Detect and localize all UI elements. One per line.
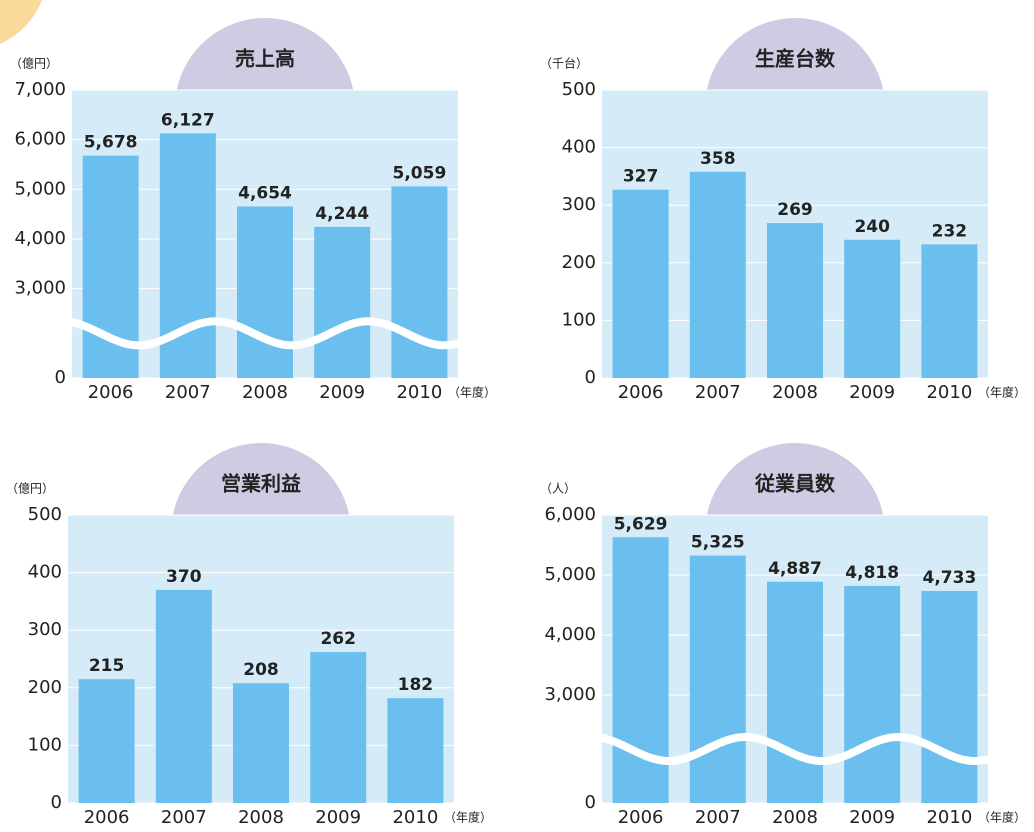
y-tick-label: 3,000 (14, 278, 66, 299)
bar (155, 589, 212, 803)
axis-break (65, 317, 464, 350)
x-tick-label: 2007 (695, 382, 741, 403)
bar (844, 239, 901, 378)
bar (78, 679, 135, 803)
x-tick-label: 2008 (772, 382, 818, 403)
y-tick-label: 3,000 (544, 684, 596, 705)
y-tick-label: 5,000 (14, 178, 66, 199)
value-label: 5,059 (393, 163, 447, 183)
y-tick-label: 4,000 (14, 228, 66, 249)
x-tick-label: 2007 (165, 382, 211, 403)
bar (921, 244, 978, 378)
x-tick-label: 2009 (315, 807, 361, 828)
chart-title: 生産台数 (755, 47, 836, 71)
bar (391, 186, 448, 378)
y-unit: （人） (540, 482, 576, 496)
value-label: 240 (854, 217, 890, 237)
y-tick-label: 0 (55, 367, 66, 388)
x-tick-label: 2010 (396, 382, 442, 403)
x-tick-label: 2006 (618, 382, 664, 403)
y-unit: （億円） (10, 57, 58, 71)
y-unit: （千台） (540, 56, 588, 71)
value-label: 4,733 (923, 568, 977, 588)
chart-title: 従業員数 (754, 472, 836, 496)
y-tick-label: 6,000 (544, 504, 596, 525)
bar (314, 226, 371, 378)
bar (767, 223, 823, 378)
bar (844, 585, 901, 803)
x-unit: （年度） (978, 810, 1026, 825)
y-tick-label: 6,000 (14, 129, 66, 150)
bar (237, 206, 293, 378)
value-label: 4,244 (315, 204, 369, 224)
x-unit: （年度） (448, 385, 496, 400)
value-label: 269 (777, 200, 813, 220)
value-label: 370 (166, 567, 202, 587)
y-tick-label: 300 (28, 619, 62, 640)
chart-title: 売上高 (235, 47, 295, 71)
y-tick-label: 100 (562, 309, 596, 330)
bar (310, 652, 367, 803)
value-label: 208 (243, 660, 279, 680)
bar (689, 555, 746, 803)
y-tick-label: 200 (562, 252, 596, 273)
x-tick-label: 2010 (926, 382, 972, 403)
y-tick-label: 0 (51, 792, 62, 813)
bar (767, 581, 823, 803)
value-label: 358 (700, 149, 736, 169)
x-tick-label: 2006 (88, 382, 134, 403)
y-unit: （億円） (6, 482, 54, 496)
bar (689, 171, 746, 378)
value-label: 6,127 (161, 110, 215, 130)
y-tick-label: 0 (585, 792, 596, 813)
value-label: 327 (623, 167, 659, 187)
x-tick-label: 2006 (84, 807, 130, 828)
y-tick-label: 100 (28, 734, 62, 755)
x-unit: （年度） (978, 385, 1026, 400)
bar (921, 591, 978, 803)
x-unit: （年度） (444, 810, 492, 825)
axis-break (595, 732, 994, 766)
value-label: 215 (89, 656, 125, 676)
value-label: 5,678 (84, 133, 138, 153)
x-tick-label: 2007 (695, 807, 741, 828)
bar (387, 698, 444, 803)
y-tick-label: 200 (28, 677, 62, 698)
value-label: 262 (320, 629, 356, 649)
value-label: 5,629 (614, 514, 668, 534)
value-label: 182 (398, 675, 434, 695)
value-label: 232 (932, 221, 968, 241)
y-tick-label: 300 (562, 194, 596, 215)
x-tick-label: 2008 (242, 382, 288, 403)
y-tick-label: 5,000 (544, 564, 596, 585)
x-tick-label: 2009 (849, 807, 895, 828)
value-label: 4,818 (845, 563, 899, 583)
x-tick-label: 2010 (392, 807, 438, 828)
x-tick-label: 2010 (926, 807, 972, 828)
y-tick-label: 4,000 (544, 624, 596, 645)
x-tick-label: 2009 (849, 382, 895, 403)
x-tick-label: 2006 (618, 807, 664, 828)
bar (612, 189, 669, 378)
y-tick-label: 0 (585, 367, 596, 388)
chart-title: 営業利益 (221, 472, 301, 496)
value-label: 4,654 (238, 183, 292, 203)
y-tick-label: 7,000 (14, 79, 66, 100)
y-tick-label: 400 (562, 137, 596, 158)
value-label: 4,887 (768, 559, 822, 579)
y-tick-label: 500 (562, 79, 596, 100)
x-tick-label: 2009 (319, 382, 365, 403)
y-tick-label: 400 (28, 562, 62, 583)
value-label: 5,325 (691, 533, 745, 553)
corner-decoration (0, 0, 42, 44)
x-tick-label: 2007 (161, 807, 207, 828)
x-tick-label: 2008 (238, 807, 284, 828)
bar (233, 683, 289, 803)
x-tick-label: 2008 (772, 807, 818, 828)
y-tick-label: 500 (28, 504, 62, 525)
